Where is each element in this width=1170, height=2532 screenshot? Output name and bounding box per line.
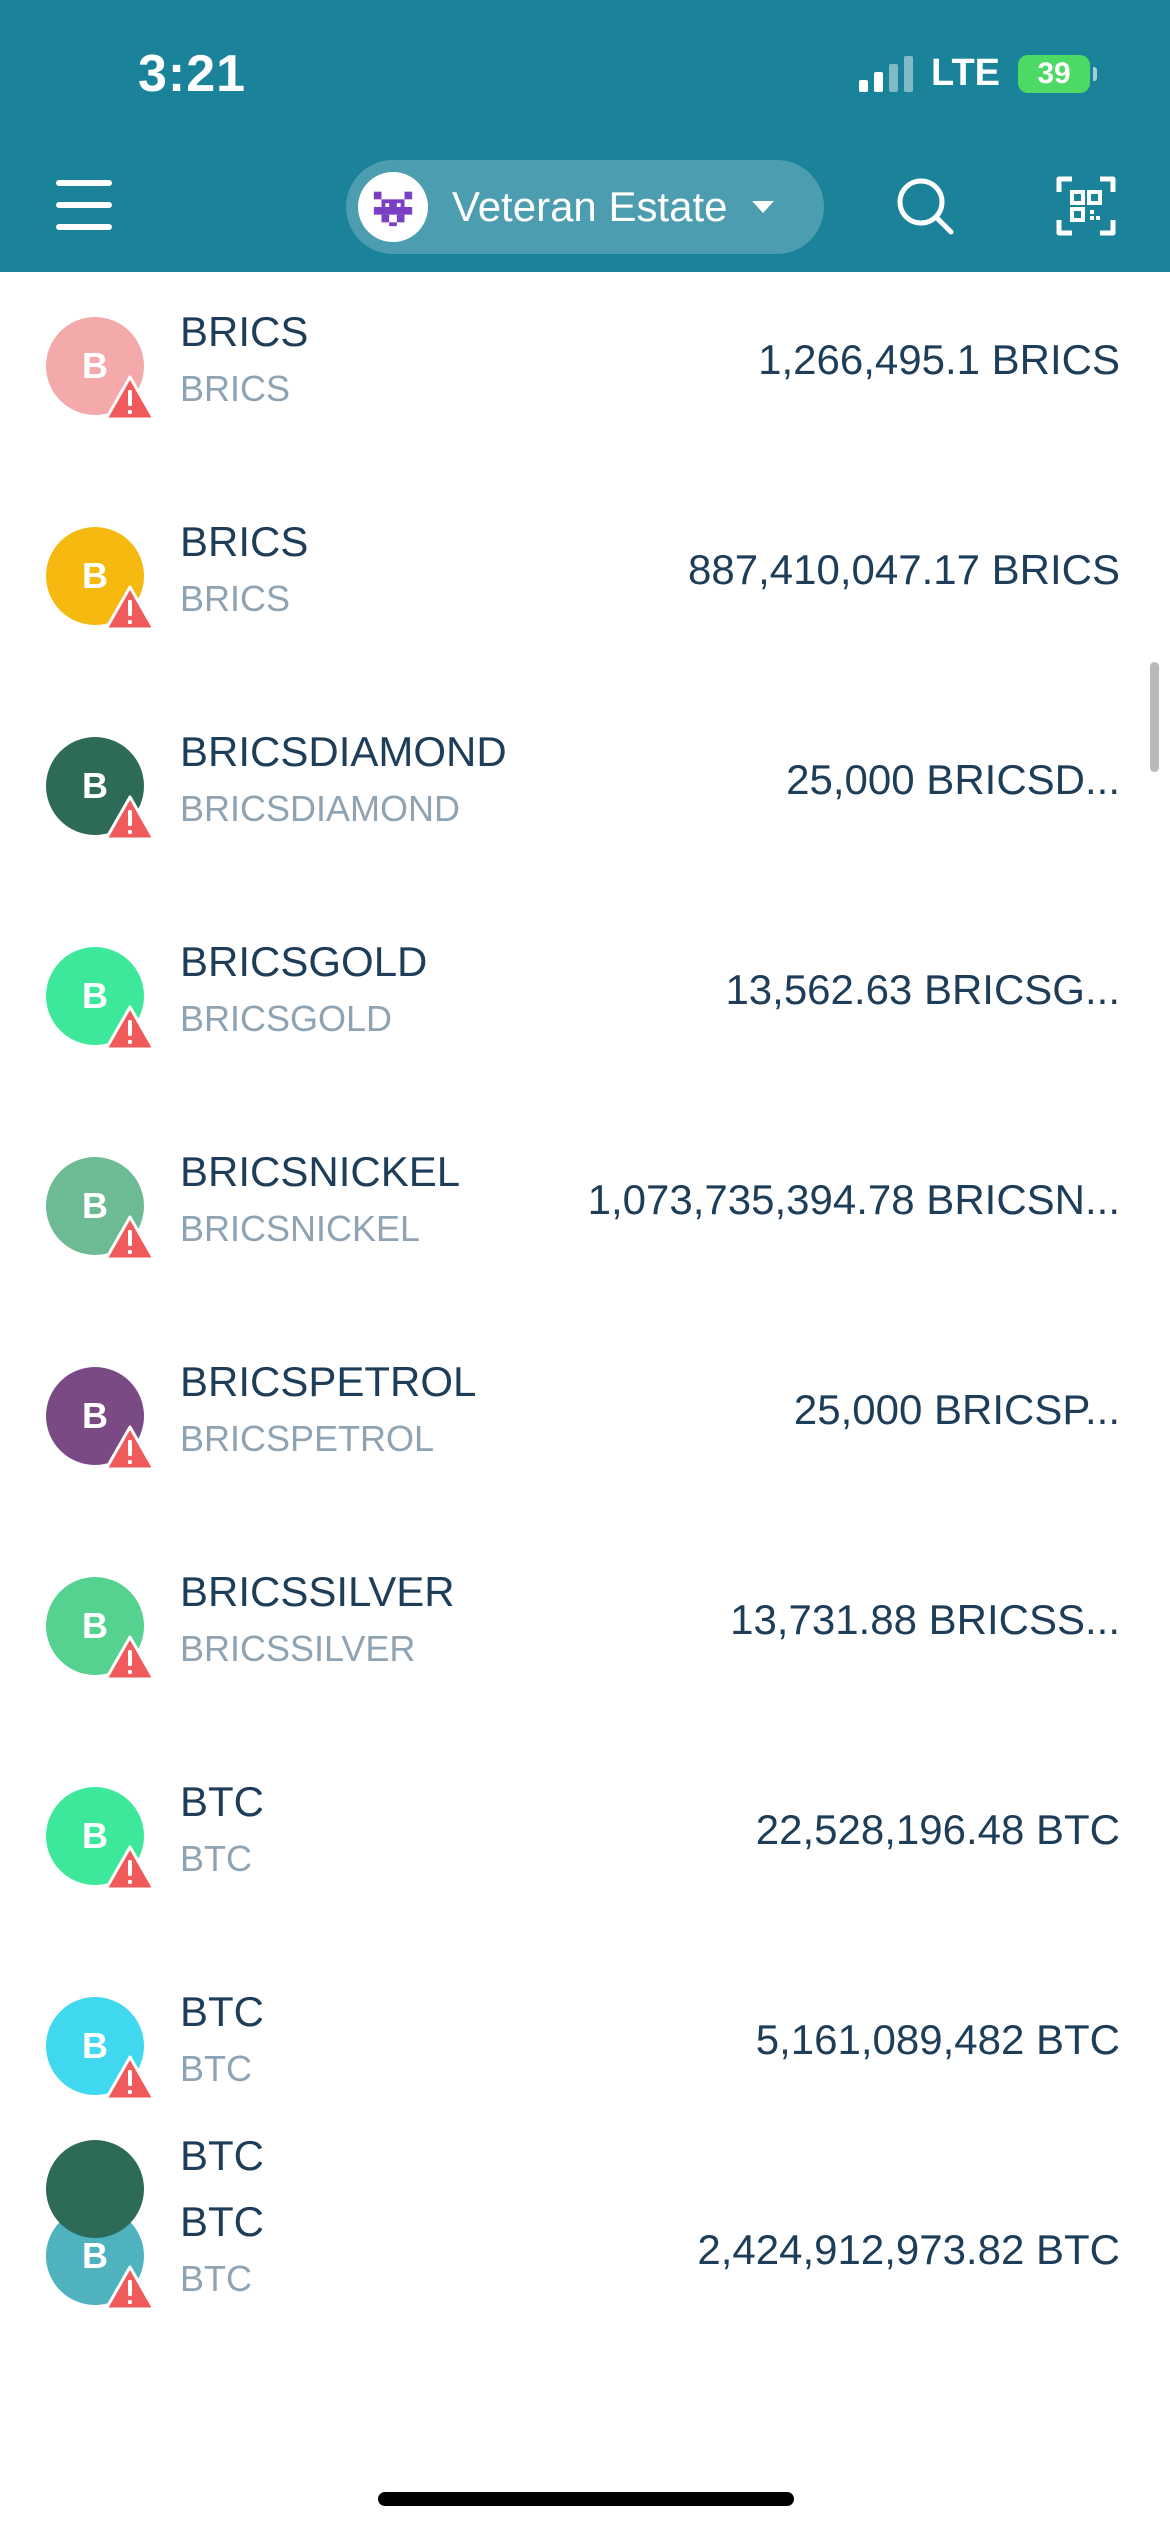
token-name: BRICSNICKEL [180, 1148, 461, 1195]
token-symbol: BRICSGOLD [180, 998, 393, 1039]
network-type: LTE [931, 52, 1000, 94]
warning-triangle-icon [104, 2265, 156, 2311]
status-indicators: LTE 39 [859, 52, 1097, 95]
token-name: BRICSDIAMOND [180, 728, 507, 775]
token-name: BTC [180, 2198, 264, 2245]
token-symbol: BRICSPETROL [180, 1418, 435, 1459]
token-balance: 1,073,735,394.78 BRICSN... [587, 1176, 1120, 1223]
account-identicon-icon [373, 191, 413, 227]
token-icon-letter: B [82, 1605, 108, 1646]
app-header: 3:21 LTE 39 [0, 0, 1170, 272]
token-row[interactable]: B BRICSGOLD BRICSGOLD 13,562.63 BRICSG... [0, 874, 1170, 1084]
token-icon-letter: B [82, 555, 108, 596]
token-row[interactable]: B BRICSDIAMOND BRICSDIAMOND 25,000 BRICSD..… [0, 664, 1170, 874]
token-icon-letter: B [82, 1815, 108, 1856]
token-symbol: BRICSDIAMOND [180, 788, 461, 829]
token-balance: 25,000 BRICSD... [786, 756, 1120, 803]
warning-triangle-icon [104, 2055, 156, 2101]
token-icon-letter: B [82, 345, 108, 386]
warning-triangle-icon [104, 1635, 156, 1681]
token-balance: 22,528,196.48 BTC [755, 1806, 1120, 1853]
account-selector[interactable]: Veteran Estate [346, 160, 824, 254]
bottom-safe-area [0, 2430, 1170, 2532]
status-time: 3:21 [138, 45, 247, 103]
token-icon: B [46, 317, 144, 415]
token-icon-letter: B [82, 2235, 108, 2276]
token-row[interactable]: B BRICSNICKEL BRICSNICKEL 1,073,735,394.78 … [0, 1084, 1170, 1294]
scrollbar[interactable] [1150, 662, 1159, 772]
token-symbol: BTC [180, 2048, 252, 2089]
battery-level: 39 [1037, 56, 1071, 90]
token-balance: 25,000 BRICSP... [793, 1386, 1120, 1433]
token-balance: 2,424,912,973.82 BTC [697, 2226, 1120, 2273]
token-name: BTC [180, 1778, 264, 1825]
token-icon-letter: B [82, 2025, 108, 2066]
token-name: BRICSGOLD [180, 938, 428, 985]
token-row[interactable]: B BRICS BRICS 887,410,047.17 BRICS [0, 454, 1170, 664]
battery-icon: 39 [1018, 54, 1097, 93]
token-name: BTC [180, 1988, 264, 2035]
home-indicator[interactable] [378, 2492, 794, 2506]
signal-strength-icon [859, 55, 914, 92]
token-list[interactable]: B BRICS BRICS 1,266,495.1 BRICS B BRICS BRICS 8… [0, 272, 1170, 2430]
account-name: Veteran Estate [452, 183, 728, 230]
token-row[interactable]: B BTC BTC 22,528,196.48 BTC [0, 1714, 1170, 1924]
warning-triangle-icon [104, 375, 156, 421]
token-name: BRICSPETROL [180, 1358, 477, 1405]
token-row[interactable]: B BTC BTC 2,424,912,973.82 BTC [0, 2134, 1170, 2344]
token-name-partial: BTC [180, 2132, 264, 2179]
token-balance: 13,562.63 BRICSG... [725, 966, 1120, 1013]
token-balance: 887,410,047.17 BRICS [688, 546, 1120, 593]
token-symbol: BTC [180, 2258, 252, 2299]
qr-scan-icon[interactable] [1056, 176, 1116, 236]
token-icon-letter: B [82, 1185, 108, 1226]
search-icon[interactable] [895, 176, 955, 236]
account-avatar [358, 172, 428, 242]
token-symbol: BRICS [180, 578, 291, 619]
token-balance: 5,161,089,482 BTC [755, 2016, 1120, 2063]
token-icon-letter: B [82, 765, 108, 806]
chevron-down-icon [751, 201, 774, 213]
warning-triangle-icon [104, 1005, 156, 1051]
warning-triangle-icon [104, 795, 156, 841]
menu-icon[interactable] [56, 180, 112, 230]
token-balance: 1,266,495.1 BRICS [758, 336, 1120, 383]
token-symbol: BRICS [180, 368, 291, 409]
token-balance: 13,731.88 BRICSS... [730, 1596, 1120, 1643]
token-symbol: BTC [180, 1838, 252, 1879]
token-symbol: BRICSNICKEL [180, 1208, 421, 1249]
token-symbol: BRICSSILVER [180, 1628, 416, 1669]
token-row[interactable]: B BRICSPETROL BRICSPETROL 25,000 BRICSP... [0, 1294, 1170, 1504]
warning-triangle-icon [104, 1845, 156, 1891]
token-row[interactable]: B BRICSSILVER BRICSSILVER 13,731.88 BRICSS.… [0, 1504, 1170, 1714]
token-icon-letter: B [82, 1395, 108, 1436]
warning-triangle-icon [104, 1215, 156, 1261]
token-name: BRICS [180, 518, 309, 565]
warning-triangle-icon [104, 1425, 156, 1471]
token-row[interactable]: B BTC BTC 5,161,089,482 BTC [0, 1924, 1170, 2134]
token-name: BRICSSILVER [180, 1568, 455, 1615]
warning-triangle-icon [104, 585, 156, 631]
token-icon-partial [46, 2140, 144, 2238]
token-row[interactable]: B BRICS BRICS 1,266,495.1 BRICS [0, 272, 1170, 454]
token-name: BRICS [180, 308, 309, 355]
token-icon-letter: B [82, 975, 108, 1016]
